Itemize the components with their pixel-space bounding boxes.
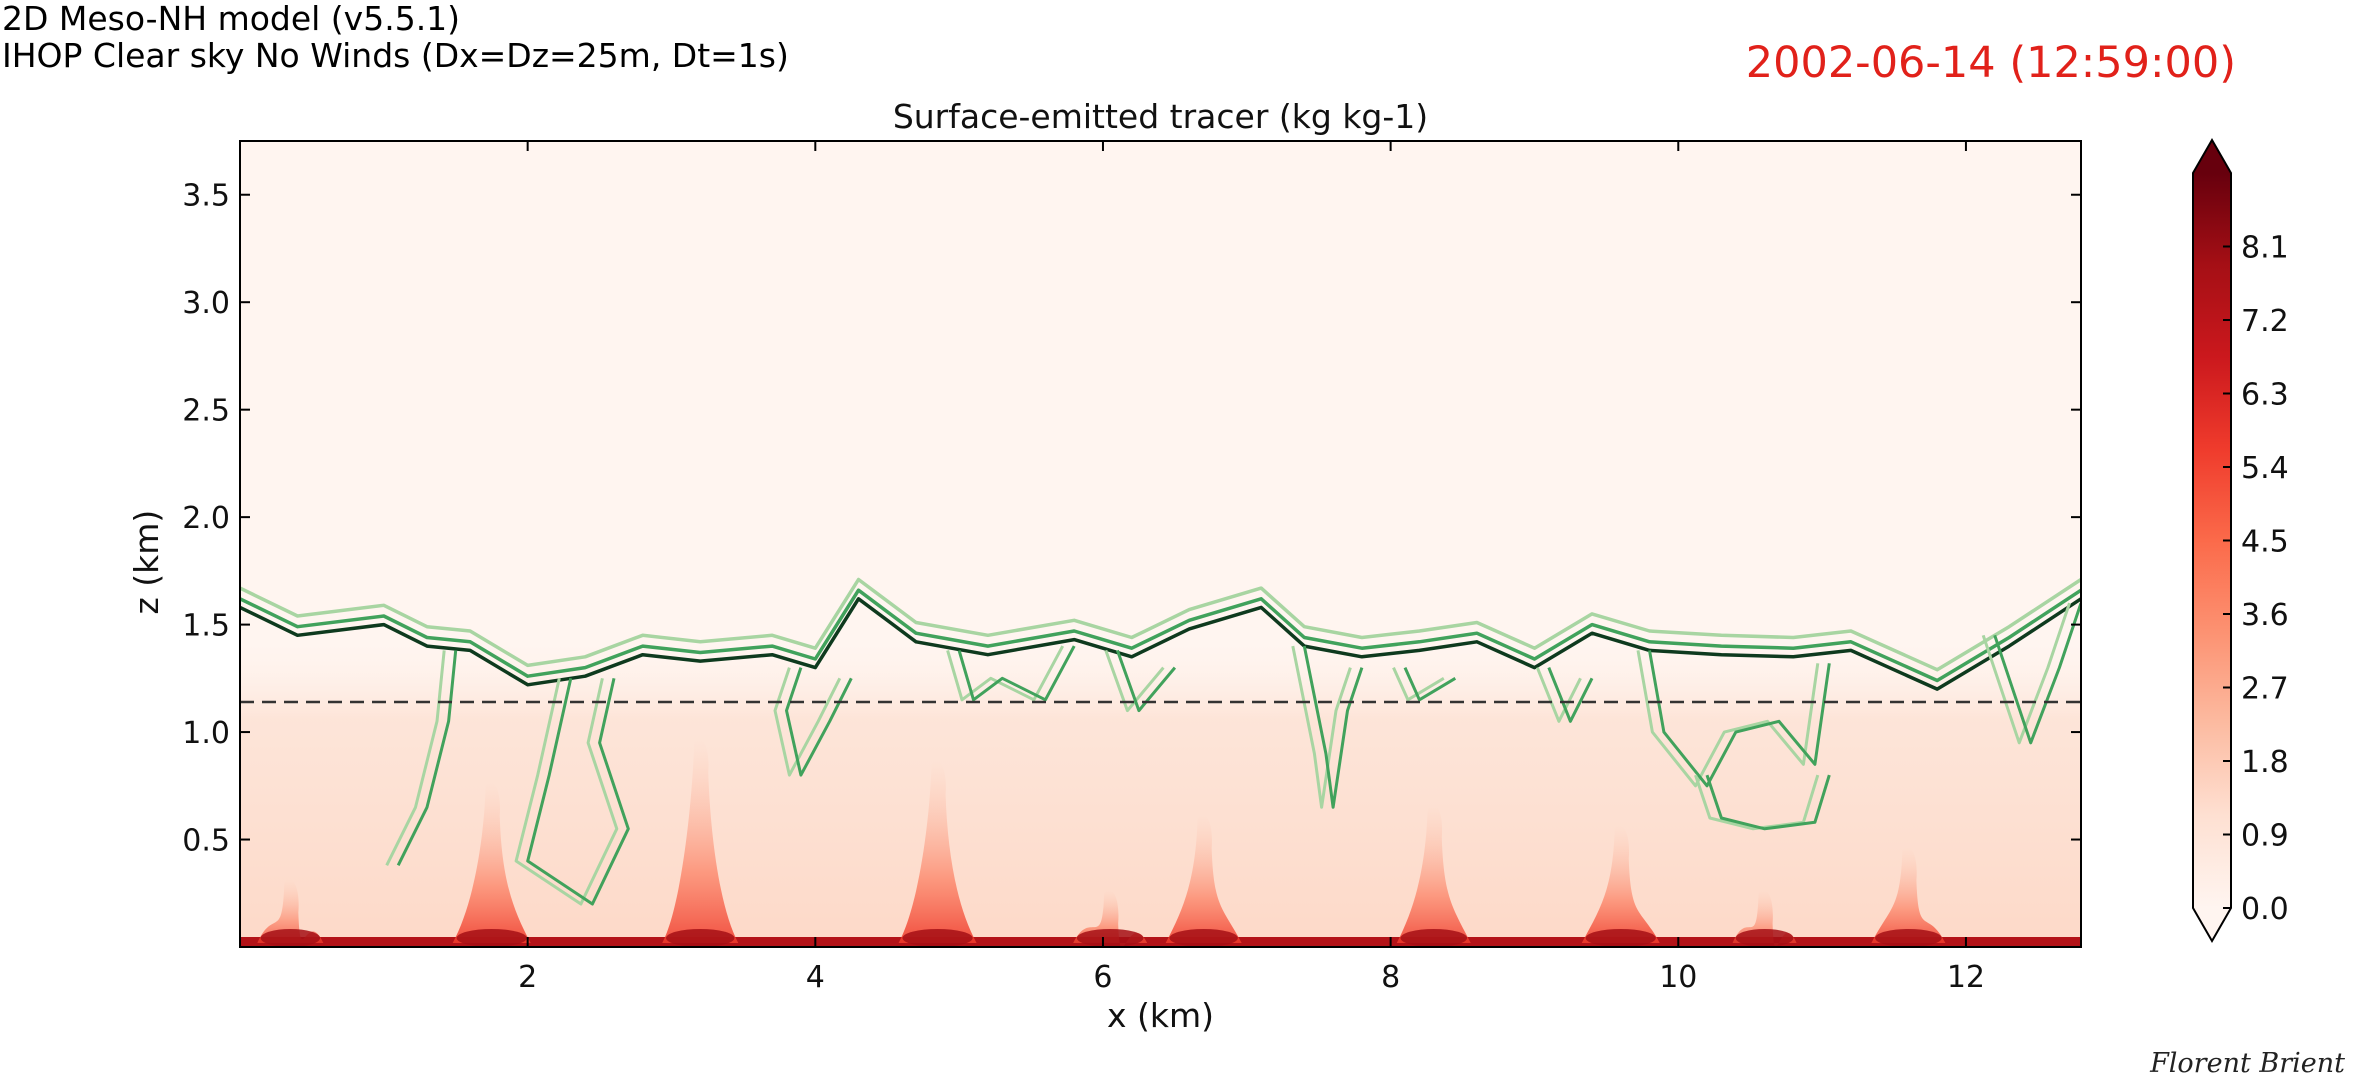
plot-frame — [239, 140, 2082, 948]
y-tick-label: 3.0 — [182, 286, 230, 321]
tracer-plume-8 — [1581, 825, 1660, 943]
plume-contour-outer-7 — [1392, 666, 1445, 702]
plume-contour-10 — [1705, 774, 1831, 831]
plume-base-9 — [1735, 929, 1794, 947]
y-tick-label: 3.5 — [182, 179, 230, 214]
colorbar-extend-min — [2193, 908, 2231, 941]
y-tick-label: 1.5 — [182, 609, 230, 644]
colorbar-tick-label: 0.0 — [2241, 892, 2289, 927]
plume-base-5 — [1076, 929, 1144, 947]
plume-contour-outer-2 — [514, 677, 619, 906]
plume-contour-3 — [785, 667, 853, 777]
tracer-contour-inner — [240, 597, 2081, 691]
plume-contour-outer-8 — [1535, 667, 1582, 723]
y-tick-label: 2.0 — [182, 501, 230, 536]
colorbar-tick-label: 2.7 — [2241, 672, 2289, 707]
plume-contour-outer-6 — [1291, 645, 1352, 809]
model-title: 2D Meso-NH model (v5.5.1) — [2, 0, 461, 38]
y-tick-label: 1.0 — [182, 716, 230, 751]
plume-contour-outer-3 — [773, 667, 842, 777]
plume-contour-outer-4 — [946, 645, 1065, 702]
tracer-contour-mid — [240, 588, 2081, 683]
tracer-plume-10 — [1871, 847, 1946, 943]
colorbar-tick-label: 6.3 — [2241, 378, 2289, 413]
x-tick-label: 12 — [1947, 960, 1985, 995]
y-tick-label: 2.5 — [182, 394, 230, 429]
colorbar-tick-label: 0.9 — [2241, 819, 2289, 854]
simulation-timestamp: 2002-06-14 (12:59:00) — [1745, 38, 2236, 88]
author-credit: Florent Brient — [2150, 1048, 2345, 1079]
experiment-subtitle: IHOP Clear sky No Winds (Dx=Dz=25m, Dt=1… — [2, 36, 789, 75]
tracer-plume-4 — [898, 761, 977, 943]
x-tick-label: 8 — [1381, 960, 1400, 995]
plume-base-1 — [260, 929, 321, 947]
tracer-contour-outer — [240, 577, 2081, 672]
x-tick-label: 4 — [806, 960, 825, 995]
plume-contour-8 — [1547, 667, 1594, 723]
plume-base-8 — [1585, 929, 1656, 947]
plume-base-3 — [666, 929, 735, 947]
colorbar-tick-label: 7.2 — [2241, 304, 2289, 339]
colorbar-tick-label: 3.6 — [2241, 598, 2289, 633]
plume-contour-11 — [1993, 602, 2081, 745]
colorbar-extend-max — [2193, 140, 2231, 173]
chart-title: Surface-emitted tracer (kg kg-1) — [893, 97, 1428, 136]
plume-contour-outer-11 — [1981, 602, 2071, 745]
tracer-plume-6 — [1165, 814, 1242, 943]
plume-contour-4 — [957, 645, 1076, 702]
colorbar-tick-label: 8.1 — [2241, 231, 2289, 266]
tracer-plume-1 — [257, 879, 324, 943]
plume-contour-1 — [396, 650, 458, 866]
mixed-layer-shading — [240, 641, 2081, 947]
y-axis-label: z (km) — [127, 510, 166, 615]
plume-contour-7 — [1403, 666, 1457, 702]
plume-contour-2 — [526, 677, 630, 906]
plume-base-4 — [902, 929, 973, 947]
surface-layer — [240, 937, 2081, 947]
plume-contour-6 — [1302, 645, 1364, 809]
x-tick-label: 2 — [518, 960, 537, 995]
colorbar-tick-label: 1.8 — [2241, 745, 2289, 780]
x-tick-label: 10 — [1659, 960, 1697, 995]
plume-contour-outer-5 — [1104, 649, 1165, 713]
tracer-plume-2 — [452, 782, 531, 943]
plume-contour-outer-1 — [385, 650, 446, 866]
tracer-plume-3 — [662, 739, 739, 943]
plume-contour-outer-9 — [1636, 650, 1820, 788]
y-tick-label: 0.5 — [182, 824, 230, 859]
plume-contour-outer-10 — [1694, 774, 1820, 831]
tracer-plume-7 — [1396, 804, 1471, 943]
x-axis-label: x (km) — [1107, 996, 1214, 1035]
plume-contour-5 — [1115, 649, 1177, 713]
colorbar-tick-label: 5.4 — [2241, 451, 2289, 486]
plume-base-10 — [1875, 929, 1942, 947]
plume-base-2 — [456, 929, 527, 947]
plume-contour-9 — [1648, 650, 1831, 788]
plume-base-7 — [1400, 929, 1468, 947]
x-tick-label: 6 — [1093, 960, 1112, 995]
plume-base-6 — [1169, 929, 1238, 947]
colorbar-tick-label: 4.5 — [2241, 525, 2289, 560]
